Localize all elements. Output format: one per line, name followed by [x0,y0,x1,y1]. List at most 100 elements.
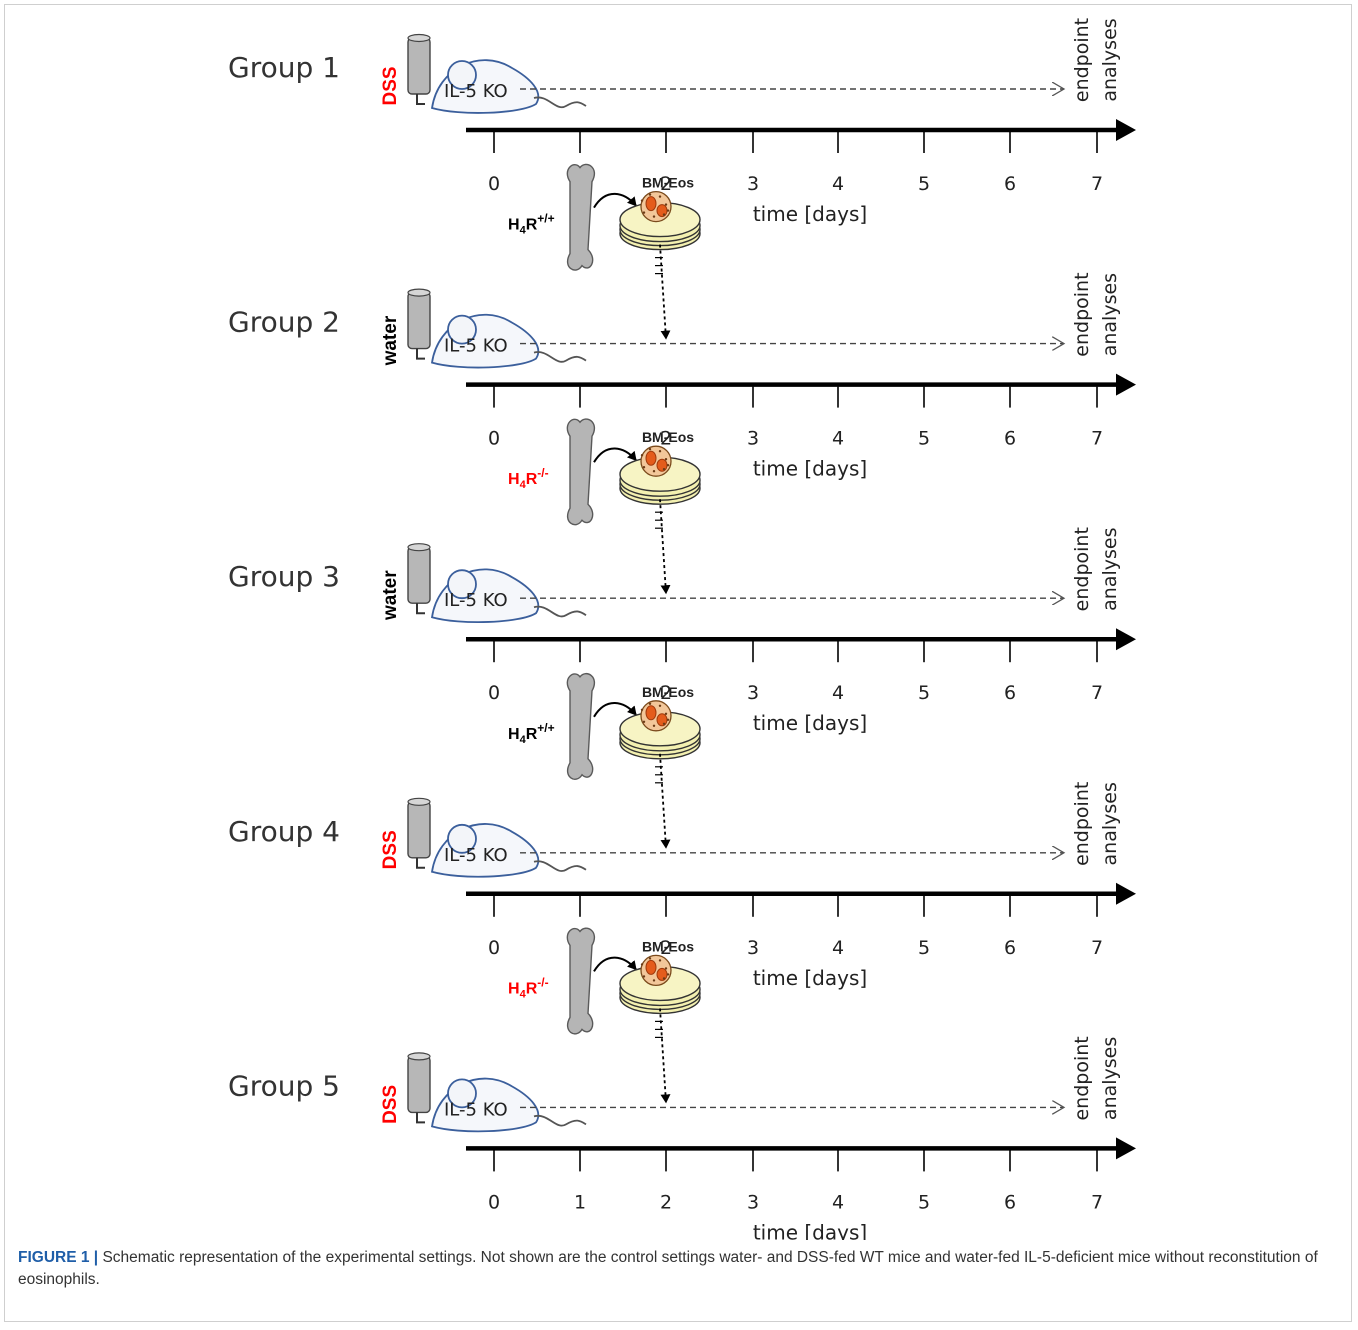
endpoint-label: endpoint [1071,18,1093,102]
mouse-icon: IL-5 KO [430,313,587,369]
eosinophil-cell-icon [640,954,672,987]
mouse-label: IL-5 KO [444,81,508,102]
injection-arrow [659,1008,671,1104]
tick-label: 4 [832,1191,844,1213]
axis-title: time [days] [753,711,867,735]
timeline-arrowhead [1116,1137,1136,1160]
tick-label: 0 [488,173,500,195]
diet-label: water [380,315,401,366]
transfer-arrow [593,192,637,209]
mouse-label: IL-5 KO [444,1099,508,1120]
endpoint-label: endpoint [1071,527,1093,611]
tick-label: 0 [488,1191,500,1213]
caption-text: Schematic representation of the experime… [18,1249,1318,1288]
tick-label: 5 [918,1191,930,1213]
tick-label: 4 [832,173,844,195]
axis-title: time [days] [753,457,867,481]
timeline-arrowhead [1116,119,1136,141]
tick-label: 7 [1091,937,1103,959]
tick-label: 7 [1091,1191,1103,1213]
injection-arrow [659,499,671,595]
culture-dish-icon [619,711,701,760]
bone-icon [566,672,596,780]
water-bottle-icon [407,1052,431,1124]
tick-label: 3 [747,682,759,704]
water-bottle-icon [407,543,431,615]
donor-genotype-label: H4R-/- [508,466,549,491]
figure-caption: FIGURE 1 | Schematic representation of t… [18,1247,1338,1291]
tick-label: 5 [918,682,930,704]
timeline-arrowhead [1116,373,1136,396]
tick-label: 6 [1004,428,1016,450]
bone-icon [566,418,596,526]
water-bottle-icon [407,797,431,869]
mouse-icon: IL-5 KO [430,568,587,623]
group-label: Group 4 [228,815,340,848]
culture-dish-icon [619,201,701,251]
group-label: Group 1 [228,51,340,84]
transfer-arrow [593,956,637,972]
bm-eos-label: BM-Eos [642,175,694,191]
tick-label: 3 [747,1191,759,1213]
figure-frame [4,4,1352,1322]
mouse-tail [533,351,587,363]
axis-title: time [days] [753,966,867,990]
analyses-label: analyses [1099,273,1121,356]
endpoint-label: endpoint [1071,1036,1093,1120]
tick-label: 3 [747,428,759,450]
mouse-icon: IL-5 KO [430,1077,587,1133]
endpoint-label: endpoint [1071,272,1093,356]
donor-genotype-label: H4R+/+ [508,721,555,746]
tick-label: 4 [832,937,844,959]
diet-label: DSS [380,830,401,869]
diet-label: DSS [380,66,401,105]
endpoint-label: endpoint [1071,782,1093,866]
bm-eos-label: BM-Eos [642,429,694,445]
water-bottle-icon [407,288,431,360]
tick-label: 6 [1004,1191,1016,1213]
group-label: Group 5 [228,1069,340,1102]
mouse-tail [533,1114,587,1127]
eosinophil-cell-icon [640,190,672,223]
tick-label: 7 [1091,173,1103,195]
group-label: Group 3 [228,560,340,593]
injection-arrow [659,753,671,849]
mouse-ear [447,1078,477,1109]
bm-eos-label: BM-Eos [642,684,694,700]
tick-label: 2 [660,1191,672,1213]
water-bottle-icon [407,33,431,105]
donor-genotype-label: H4R-/- [508,975,549,1000]
mouse-ear [447,60,477,90]
mouse-ear [447,314,477,345]
timeline-arrowhead [1116,882,1136,905]
tick-label: 3 [747,173,759,195]
mouse-icon: IL-5 KO [430,823,587,878]
mouse-label: IL-5 KO [444,845,508,866]
mouse-icon: IL-5 KO [430,59,587,114]
analyses-label: analyses [1099,1037,1121,1120]
bone-icon [566,163,596,271]
tick-label: 5 [918,173,930,195]
axis-title: time [days] [753,202,867,226]
culture-dish-icon [619,965,701,1015]
tick-label: 2 [660,428,672,450]
tick-label: 7 [1091,428,1103,450]
donor-genotype-label: H4R+/+ [508,212,555,237]
timeline-arrowhead [1116,628,1136,651]
mouse-tail [533,605,587,618]
analyses-label: analyses [1099,528,1121,611]
eosinophil-cell-icon [640,700,672,732]
tick-label: 1 [574,1191,586,1213]
diet-label: DSS [380,1085,401,1124]
tick-label: 5 [918,428,930,450]
tick-label: 4 [832,428,844,450]
tick-label: 0 [488,428,500,450]
mouse-label: IL-5 KO [444,590,508,611]
tick-label: 5 [918,937,930,959]
diet-label: water [380,570,401,621]
tick-label: 0 [488,937,500,959]
tick-label: 6 [1004,682,1016,704]
